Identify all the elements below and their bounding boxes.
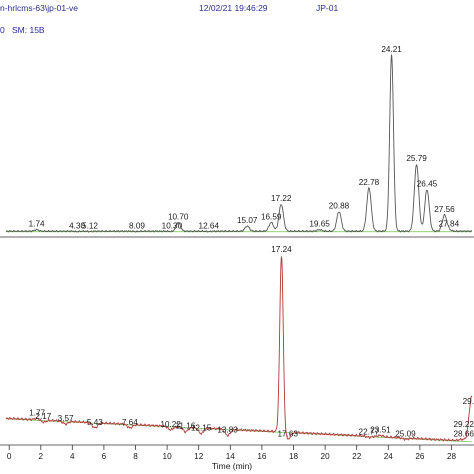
bottom-peak-label: 1.77: [29, 408, 45, 417]
bottom-peak-label: 7.64: [122, 418, 138, 427]
header-fragment: 0: [0, 25, 5, 35]
bottom-peak-label: 25.09: [395, 429, 416, 438]
bottom-peak-label: 29.: [463, 397, 474, 406]
top-peak-label: 27.56: [434, 205, 455, 214]
bottom-peak-label: 2.17: [35, 412, 51, 421]
x-tick-label: 8: [133, 452, 138, 461]
acquisition-datetime: 12/02/21 19:46:29: [199, 3, 268, 13]
top-peak-label: 19.65: [309, 220, 330, 229]
x-tick-label: 6: [102, 452, 107, 461]
top-peak-label: 5.12: [82, 222, 98, 231]
top-peak-label: 10.30: [162, 222, 183, 231]
smoothing-label: SM: 15B: [12, 25, 45, 35]
x-tick-label: 24: [384, 452, 394, 461]
bottom-peak-label: 22.77: [359, 427, 380, 436]
x-tick-label: 16: [257, 452, 267, 461]
x-tick-label: 14: [226, 452, 236, 461]
x-axis-label: Time (min): [212, 461, 252, 471]
top-peak-label: 10.70: [168, 212, 189, 221]
x-tick-label: 20: [321, 452, 331, 461]
x-tick-label: 26: [415, 452, 425, 461]
top-peak-label: 27.84: [439, 220, 460, 229]
bottom-peak-label: 23.51: [370, 426, 391, 435]
top-peak-label: 4.30: [69, 222, 85, 231]
x-tick-label: 2: [39, 452, 44, 461]
top-peak-label: 16.59: [261, 212, 282, 221]
file-path: n-hrlcms-63\jp-01-ve: [0, 3, 78, 13]
top-peak-label: 1.74: [29, 220, 45, 229]
bottom-peak-label: 28.66: [454, 429, 474, 438]
x-tick-label: 28: [447, 452, 457, 461]
bottom-peak-label: 13.83: [217, 426, 238, 435]
x-tick-label: 18: [289, 452, 299, 461]
top-peak-label: 25.79: [406, 154, 427, 163]
bottom-peak-label: 29.22: [454, 420, 474, 429]
bottom-peak-label: 17.24: [271, 245, 292, 254]
top-peak-label: 8.09: [129, 222, 145, 231]
x-tick-label: 12: [194, 452, 204, 461]
x-tick-label: 10: [163, 452, 173, 461]
top-peak-label: 12.64: [199, 222, 220, 231]
bottom-peak-label: 12.15: [191, 424, 212, 433]
top-peak-label: 24.21: [381, 45, 402, 54]
x-tick-label: 22: [352, 452, 362, 461]
top-peak-label: 17.22: [271, 194, 292, 203]
top-peak-label: 26.45: [417, 180, 438, 189]
bottom-peak-label: 3.57: [58, 414, 74, 423]
bottom-peak-label: 5.43: [87, 418, 103, 427]
top-peak-label: 15.07: [237, 216, 258, 225]
x-tick-label: 4: [70, 452, 75, 461]
top-peak-label: 22.78: [359, 178, 380, 187]
bottom-peak-label: 11.16: [175, 422, 195, 431]
x-tick-label: 0: [7, 452, 12, 461]
bottom-peak-label: 10.22: [160, 420, 181, 429]
top-peak-label: 20.88: [329, 202, 350, 211]
bottom-trace: [5, 256, 473, 442]
bottom-peak-label: 17.63: [277, 429, 298, 438]
top-trace: [5, 53, 473, 233]
sample-name: JP-01: [316, 3, 339, 13]
